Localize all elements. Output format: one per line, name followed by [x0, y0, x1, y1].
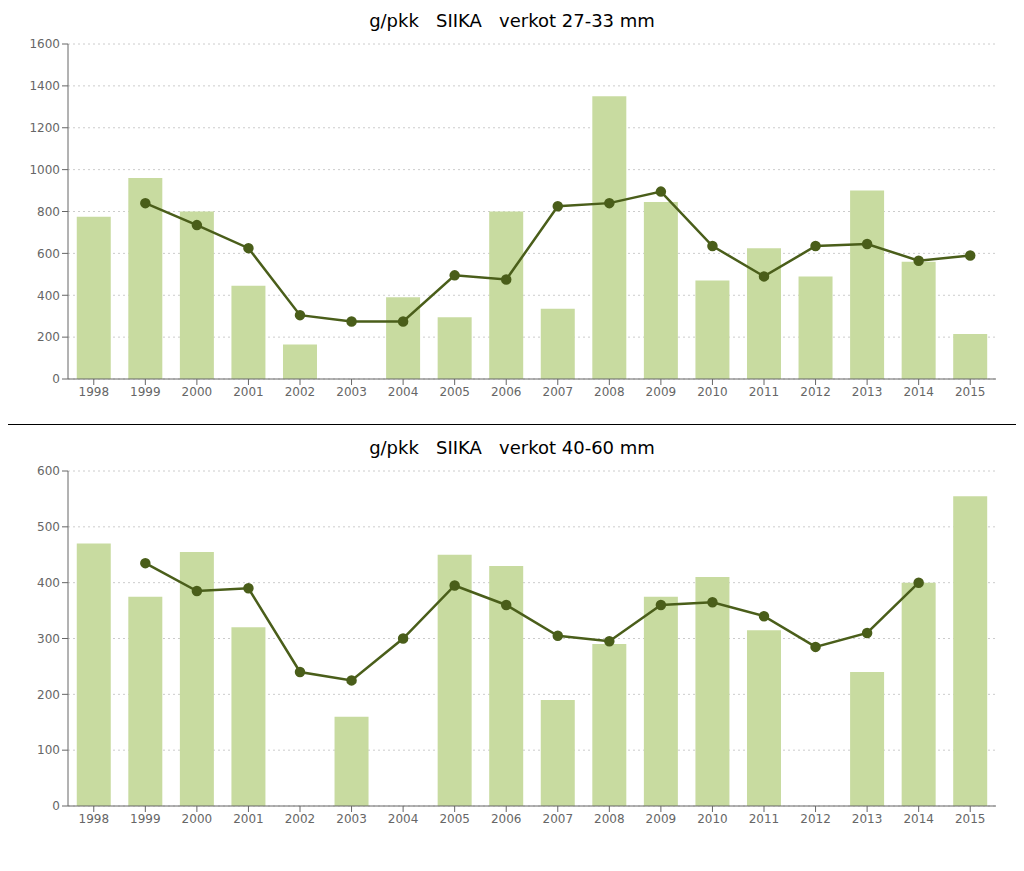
svg-text:1998: 1998 [79, 385, 110, 399]
svg-text:2001: 2001 [233, 385, 264, 399]
html-text:g/pkk SIIKA verkot 40-60 mm: g/pkk SIIKA verkot 40-60 mm [369, 437, 655, 458]
svg-text:1000: 1000 [29, 163, 60, 177]
svg-text:400: 400 [37, 289, 60, 303]
svg-text:1600: 1600 [29, 37, 60, 51]
svg-text:2002: 2002 [285, 812, 316, 826]
svg-text:600: 600 [37, 247, 60, 261]
svg-text:2014: 2014 [903, 812, 934, 826]
svg-text:2014: 2014 [903, 385, 934, 399]
svg-text:2005: 2005 [439, 812, 470, 826]
svg-text:200: 200 [37, 688, 60, 702]
svg-text:2001: 2001 [233, 812, 264, 826]
svg-text:2009: 2009 [646, 385, 677, 399]
svg-text:2002: 2002 [285, 385, 316, 399]
svg-text:2013: 2013 [852, 812, 883, 826]
svg-text:2004: 2004 [388, 385, 419, 399]
svg-text:200: 200 [37, 330, 60, 344]
svg-text:2006: 2006 [491, 812, 522, 826]
svg-text:2015: 2015 [955, 385, 986, 399]
svg-text:0: 0 [52, 799, 60, 813]
svg-text:2011: 2011 [749, 385, 780, 399]
svg-text:2003: 2003 [336, 812, 367, 826]
svg-text:2012: 2012 [800, 812, 831, 826]
svg-text:2004: 2004 [388, 812, 419, 826]
svg-text:2011: 2011 [749, 812, 780, 826]
svg-text:2007: 2007 [543, 385, 574, 399]
svg-text:100: 100 [37, 743, 60, 757]
svg-text:2003: 2003 [336, 385, 367, 399]
svg-text:0: 0 [52, 372, 60, 386]
svg-text:2008: 2008 [594, 812, 625, 826]
svg-text:1400: 1400 [29, 79, 60, 93]
svg-text:1999: 1999 [130, 812, 161, 826]
svg-text:2009: 2009 [646, 812, 677, 826]
svg-text:2006: 2006 [491, 385, 522, 399]
svg-text:600: 600 [37, 464, 60, 478]
svg-text:2010: 2010 [697, 812, 728, 826]
svg-text:500: 500 [37, 520, 60, 534]
svg-text:2000: 2000 [182, 385, 213, 399]
svg-text:1998: 1998 [79, 812, 110, 826]
svg-text:2000: 2000 [182, 812, 213, 826]
svg-text:2010: 2010 [697, 385, 728, 399]
svg-text:300: 300 [37, 632, 60, 646]
svg-text:400: 400 [37, 576, 60, 590]
svg-text:2012: 2012 [800, 385, 831, 399]
svg-text:2008: 2008 [594, 385, 625, 399]
svg-text:2015: 2015 [955, 812, 986, 826]
svg-text:1200: 1200 [29, 121, 60, 135]
svg-text:800: 800 [37, 205, 60, 219]
svg-text:2013: 2013 [852, 385, 883, 399]
svg-text:2005: 2005 [439, 385, 470, 399]
html-text:g/pkk SIIKA verkot 27-33 mm: g/pkk SIIKA verkot 27-33 mm [369, 10, 655, 31]
svg-text:2007: 2007 [543, 812, 574, 826]
svg-text:1999: 1999 [130, 385, 161, 399]
